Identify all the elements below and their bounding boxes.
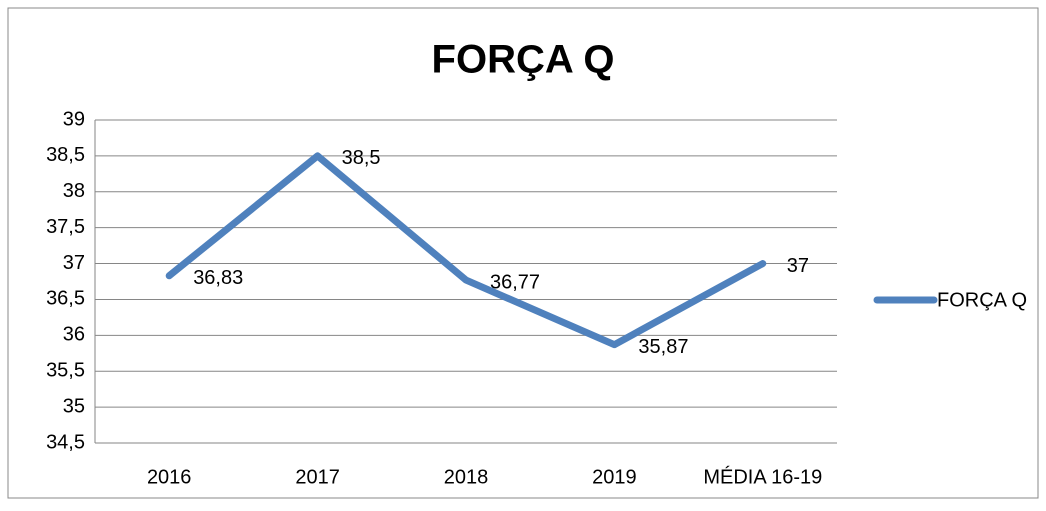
y-tick-label: 35 <box>63 395 85 417</box>
y-tick-label: 35,5 <box>46 360 85 382</box>
y-tick-label: 37,5 <box>46 216 85 238</box>
data-label: 35,87 <box>638 336 688 358</box>
data-line <box>165 152 767 349</box>
x-tick-label: 2017 <box>295 466 340 488</box>
chart-border <box>7 7 1039 499</box>
y-tick-label: 39 <box>63 108 85 130</box>
data-label: 38,5 <box>342 147 381 169</box>
y-tick-label: 38 <box>63 180 85 202</box>
data-label: 36,77 <box>490 271 540 293</box>
x-tick-label: MÉDIA 16-19 <box>703 465 822 488</box>
chart-title: FORÇA Q <box>432 38 615 82</box>
y-tick-label: 38,5 <box>46 144 85 166</box>
y-tick-label: 37 <box>63 252 85 274</box>
x-tick-label: 2019 <box>592 466 637 488</box>
x-tick-label: 2016 <box>147 466 192 488</box>
y-tick-label: 36,5 <box>46 288 85 310</box>
legend-label: FORÇA Q <box>937 289 1027 311</box>
y-tick-label: 36 <box>63 324 85 346</box>
data-label: 36,83 <box>193 267 243 289</box>
y-tick-label: 34,5 <box>46 431 85 453</box>
x-tick-label: 2018 <box>444 466 489 488</box>
data-label: 37 <box>787 255 809 277</box>
